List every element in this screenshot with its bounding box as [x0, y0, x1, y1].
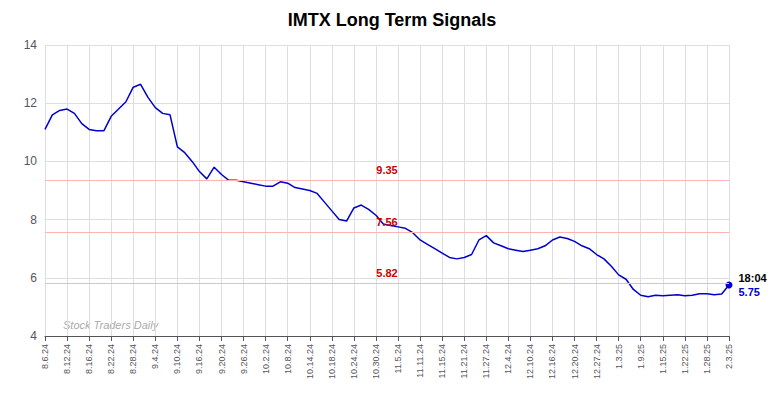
svg-text:10.2.24: 10.2.24 — [261, 344, 271, 374]
svg-text:2.3.25: 2.3.25 — [724, 344, 734, 369]
svg-text:12.10.24: 12.10.24 — [525, 344, 535, 379]
svg-text:9.4.24: 9.4.24 — [150, 344, 160, 369]
svg-text:11.11.24: 11.11.24 — [415, 344, 425, 378]
svg-text:8: 8 — [30, 213, 37, 227]
svg-text:10.8.24: 10.8.24 — [283, 344, 293, 374]
svg-text:1.22.25: 1.22.25 — [680, 344, 690, 374]
svg-text:8.12.24: 8.12.24 — [62, 344, 72, 374]
svg-text:12.16.24: 12.16.24 — [547, 344, 557, 379]
svg-text:6: 6 — [30, 271, 37, 285]
svg-text:1.9.25: 1.9.25 — [636, 344, 646, 369]
svg-text:5.82: 5.82 — [376, 267, 397, 279]
svg-text:5.75: 5.75 — [739, 286, 760, 298]
svg-text:11.21.24: 11.21.24 — [459, 344, 469, 378]
svg-text:8.28.24: 8.28.24 — [128, 344, 138, 374]
svg-text:9.26.24: 9.26.24 — [239, 344, 249, 374]
svg-text:9.20.24: 9.20.24 — [217, 344, 227, 374]
svg-text:1.3.25: 1.3.25 — [614, 344, 624, 369]
svg-text:12.20.24: 12.20.24 — [570, 344, 580, 379]
svg-text:IMTX Long Term Signals: IMTX Long Term Signals — [288, 10, 497, 30]
svg-text:10.18.24: 10.18.24 — [327, 344, 337, 379]
svg-text:10.30.24: 10.30.24 — [371, 344, 381, 379]
svg-text:12.27.24: 12.27.24 — [592, 344, 602, 379]
svg-text:9.16.24: 9.16.24 — [194, 344, 204, 374]
svg-text:7.56: 7.56 — [376, 216, 397, 228]
svg-text:10.14.24: 10.14.24 — [305, 344, 315, 379]
svg-text:8.22.24: 8.22.24 — [106, 344, 116, 374]
svg-text:8.6.24: 8.6.24 — [40, 344, 50, 369]
svg-text:14: 14 — [24, 38, 38, 52]
svg-text:Stock Traders Daily: Stock Traders Daily — [63, 318, 159, 331]
svg-text:18:04: 18:04 — [739, 272, 768, 284]
svg-text:4: 4 — [30, 329, 37, 343]
svg-text:12: 12 — [24, 96, 38, 110]
svg-text:11.5.24: 11.5.24 — [393, 344, 403, 373]
svg-text:1.28.25: 1.28.25 — [702, 344, 712, 374]
svg-text:11.15.24: 11.15.24 — [437, 344, 447, 378]
svg-text:9.35: 9.35 — [376, 164, 397, 176]
svg-text:1.15.25: 1.15.25 — [658, 344, 668, 374]
svg-text:10.24.24: 10.24.24 — [349, 344, 359, 379]
svg-text:10: 10 — [24, 154, 38, 168]
svg-text:11.27.24: 11.27.24 — [481, 344, 491, 378]
svg-text:12.4.24: 12.4.24 — [503, 344, 513, 374]
svg-text:8.16.24: 8.16.24 — [84, 344, 94, 374]
svg-text:9.10.24: 9.10.24 — [172, 344, 182, 374]
